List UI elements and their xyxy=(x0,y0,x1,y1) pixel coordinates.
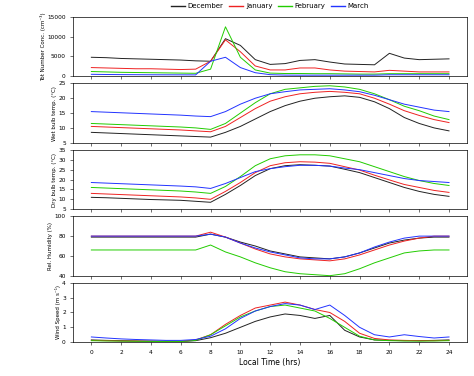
Y-axis label: Dry bulb temp. (°C): Dry bulb temp. (°C) xyxy=(52,153,57,206)
Y-axis label: Rel. Humidity (%): Rel. Humidity (%) xyxy=(48,222,53,270)
Y-axis label: Wet bulb temp. (°C): Wet bulb temp. (°C) xyxy=(52,86,57,141)
Legend: December, January, February, March: December, January, February, March xyxy=(171,3,369,9)
X-axis label: Local Time (hrs): Local Time (hrs) xyxy=(239,358,301,367)
Y-axis label: Tot Number Conc. (cm⁻³): Tot Number Conc. (cm⁻³) xyxy=(40,12,46,81)
Y-axis label: Wind Speed (m s⁻¹): Wind Speed (m s⁻¹) xyxy=(55,285,61,340)
